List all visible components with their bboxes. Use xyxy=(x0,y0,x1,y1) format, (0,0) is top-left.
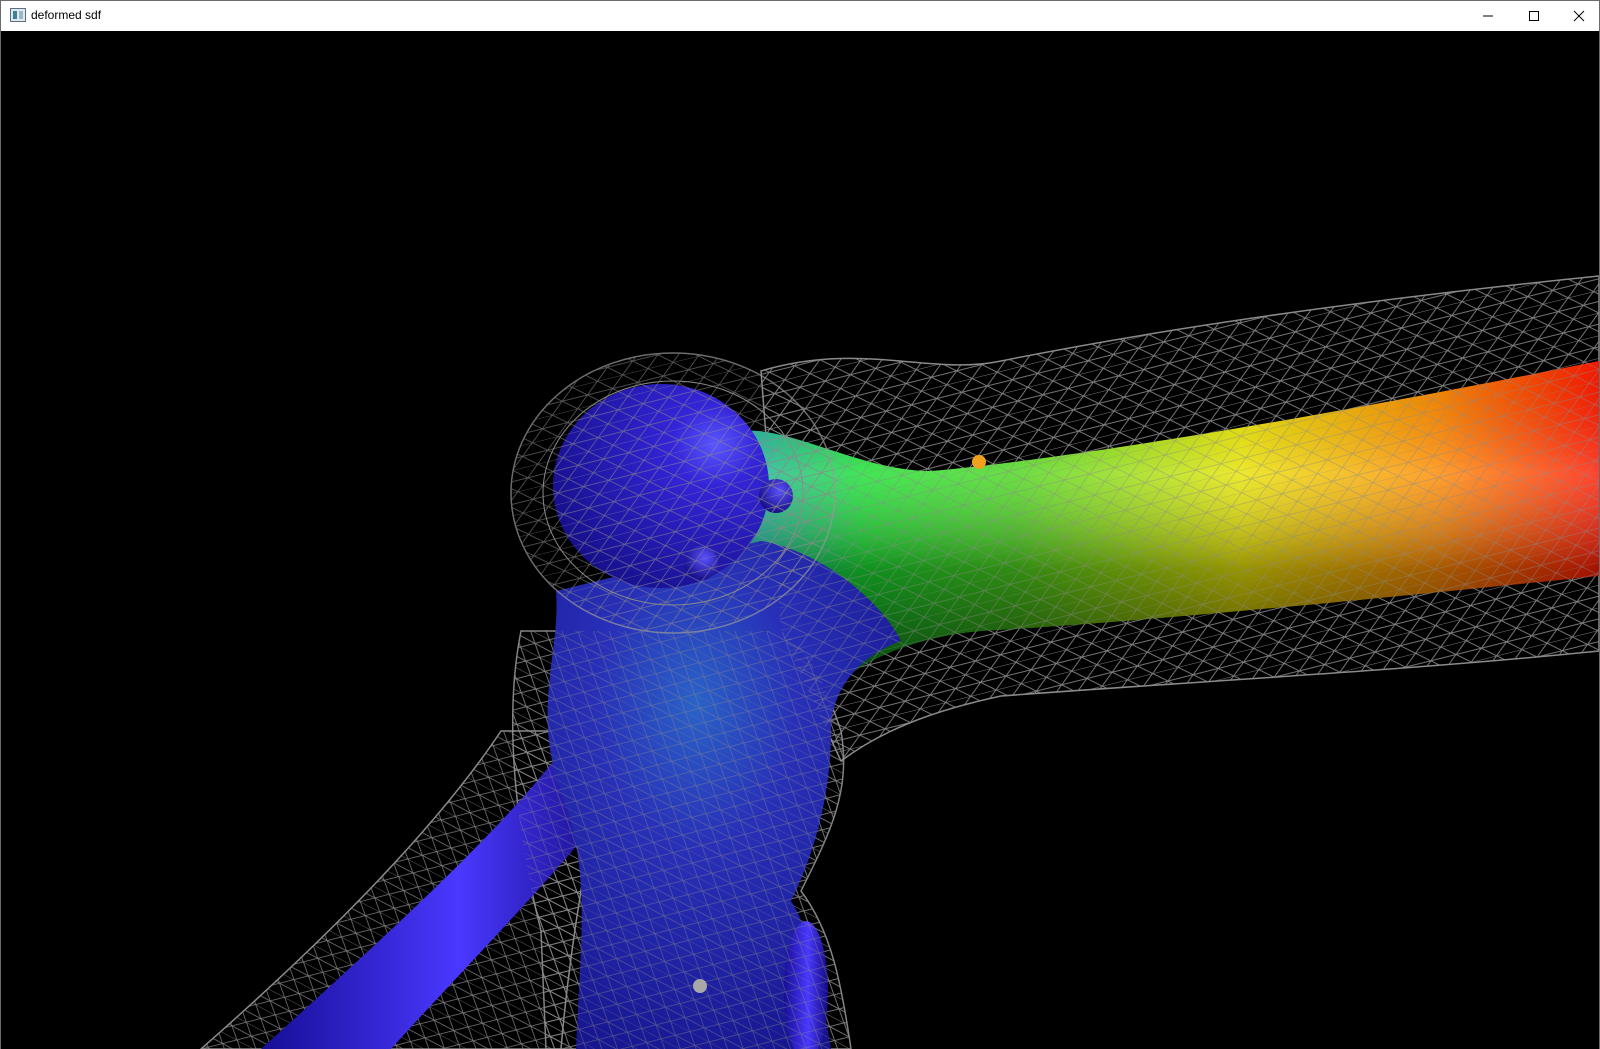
minimize-icon xyxy=(1483,15,1493,17)
window-title: deformed sdf xyxy=(31,8,102,22)
close-button[interactable] xyxy=(1556,1,1600,31)
maximize-button[interactable] xyxy=(1511,1,1557,31)
mesh-render xyxy=(199,275,1599,1049)
control-point-orange[interactable] xyxy=(972,455,986,469)
title-bar[interactable]: deformed sdf xyxy=(1,1,1599,31)
app-window-icon xyxy=(10,8,26,22)
wireframe-arm-overlay xyxy=(761,276,1599,761)
close-icon xyxy=(1573,10,1585,22)
maximize-icon xyxy=(1529,11,1539,21)
minimize-button[interactable] xyxy=(1465,1,1511,31)
wireframe-body-overlay xyxy=(512,631,851,1049)
control-point-grey[interactable] xyxy=(693,979,707,993)
3d-viewport[interactable] xyxy=(1,31,1599,1049)
